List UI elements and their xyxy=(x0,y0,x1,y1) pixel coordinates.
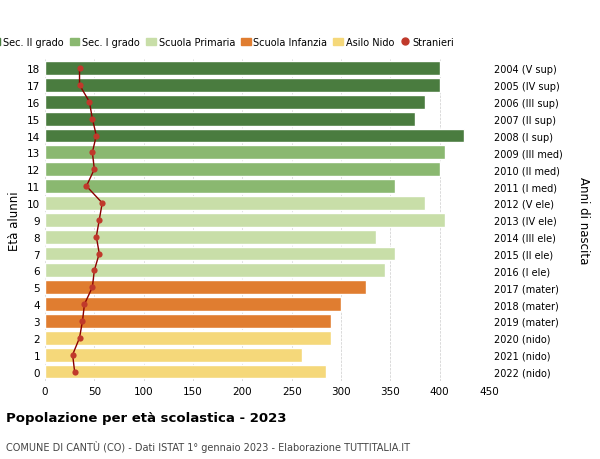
Bar xyxy=(45,180,395,194)
Point xyxy=(75,65,85,73)
Bar xyxy=(45,264,385,278)
Point xyxy=(70,368,79,375)
Y-axis label: Anni di nascita: Anni di nascita xyxy=(577,177,589,264)
Point xyxy=(68,351,77,358)
Bar xyxy=(45,146,445,160)
Y-axis label: Età alunni: Età alunni xyxy=(8,190,22,250)
Point xyxy=(88,149,97,157)
Point xyxy=(97,200,107,207)
Bar xyxy=(45,196,425,210)
Text: Popolazione per età scolastica - 2023: Popolazione per età scolastica - 2023 xyxy=(6,412,287,425)
Bar xyxy=(45,95,425,109)
Bar xyxy=(45,112,415,126)
Bar xyxy=(45,213,445,227)
Bar xyxy=(45,281,365,295)
Point xyxy=(94,217,104,224)
Bar xyxy=(45,348,302,362)
Bar xyxy=(45,247,395,261)
Bar xyxy=(45,331,331,345)
Point xyxy=(88,116,97,123)
Bar xyxy=(45,314,331,328)
Point xyxy=(82,183,91,190)
Text: COMUNE DI CANTÙ (CO) - Dati ISTAT 1° gennaio 2023 - Elaborazione TUTTITALIA.IT: COMUNE DI CANTÙ (CO) - Dati ISTAT 1° gen… xyxy=(6,440,410,452)
Point xyxy=(92,234,101,241)
Point xyxy=(77,318,87,325)
Point xyxy=(75,82,85,90)
Point xyxy=(85,99,94,106)
Legend: Sec. II grado, Sec. I grado, Scuola Primaria, Scuola Infanzia, Asilo Nido, Stran: Sec. II grado, Sec. I grado, Scuola Prim… xyxy=(0,34,458,51)
Bar xyxy=(45,129,464,143)
Point xyxy=(92,133,101,140)
Point xyxy=(94,250,104,257)
Bar xyxy=(45,297,341,311)
Bar xyxy=(45,163,440,177)
Point xyxy=(88,284,97,291)
Point xyxy=(80,301,89,308)
Bar xyxy=(45,365,326,379)
Bar xyxy=(45,230,376,244)
Point xyxy=(89,267,99,274)
Point xyxy=(75,335,85,342)
Bar xyxy=(45,62,440,76)
Point xyxy=(89,166,99,174)
Bar xyxy=(45,79,440,93)
